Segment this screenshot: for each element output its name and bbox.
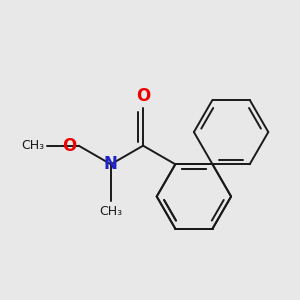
Text: O: O [62, 137, 76, 155]
Text: O: O [136, 87, 150, 105]
Text: CH₃: CH₃ [99, 205, 122, 218]
Text: N: N [104, 155, 118, 173]
Text: CH₃: CH₃ [21, 139, 44, 152]
